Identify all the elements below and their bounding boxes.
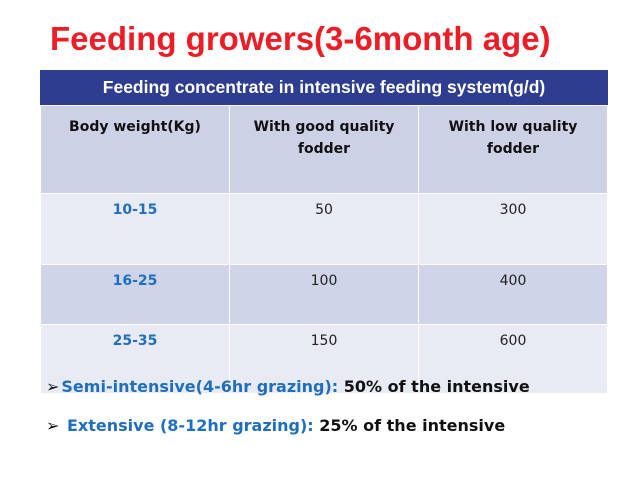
column-header: With good quality fodder: [229, 105, 419, 194]
table-row: 10-15 50 300: [40, 193, 608, 265]
slide-title: Feeding growers(3-6month age): [50, 20, 551, 57]
weight-cell: 25-35: [40, 324, 230, 394]
bullet-label: Semi-intensive(4-6hr grazing):: [61, 377, 339, 396]
value-cell: 50: [229, 193, 419, 265]
value-cell: 600: [418, 324, 608, 394]
table-caption: Feeding concentrate in intensive feeding…: [40, 70, 608, 105]
column-header: With low quality fodder: [418, 105, 608, 194]
weight-cell: 16-25: [40, 264, 230, 325]
value-cell: 100: [229, 264, 419, 325]
value-cell: 300: [418, 193, 608, 265]
table-row: 16-25 100 400: [40, 264, 608, 325]
bullet-text: 25% of the intensive: [319, 416, 506, 435]
bullet-label: Extensive (8-12hr grazing):: [66, 416, 314, 435]
weight-cell: 10-15: [40, 193, 230, 265]
bullet: ➢ Extensive (8-12hr grazing): 25% of the…: [46, 416, 505, 435]
feeding-table: Body weight(Kg) With good quality fodder…: [40, 105, 608, 394]
table-row: 25-35 150 600: [40, 324, 608, 394]
bullet-arrow: ➢: [46, 416, 60, 435]
bullet-arrow: ➢: [46, 377, 60, 396]
bullet-text: 50% of the intensive: [343, 377, 530, 396]
value-cell: 400: [418, 264, 608, 325]
header-row: Body weight(Kg) With good quality fodder…: [40, 105, 608, 194]
bullet: ➢ Semi-intensive(4-6hr grazing): 50% of t…: [46, 377, 530, 396]
column-header: Body weight(Kg): [40, 105, 230, 194]
